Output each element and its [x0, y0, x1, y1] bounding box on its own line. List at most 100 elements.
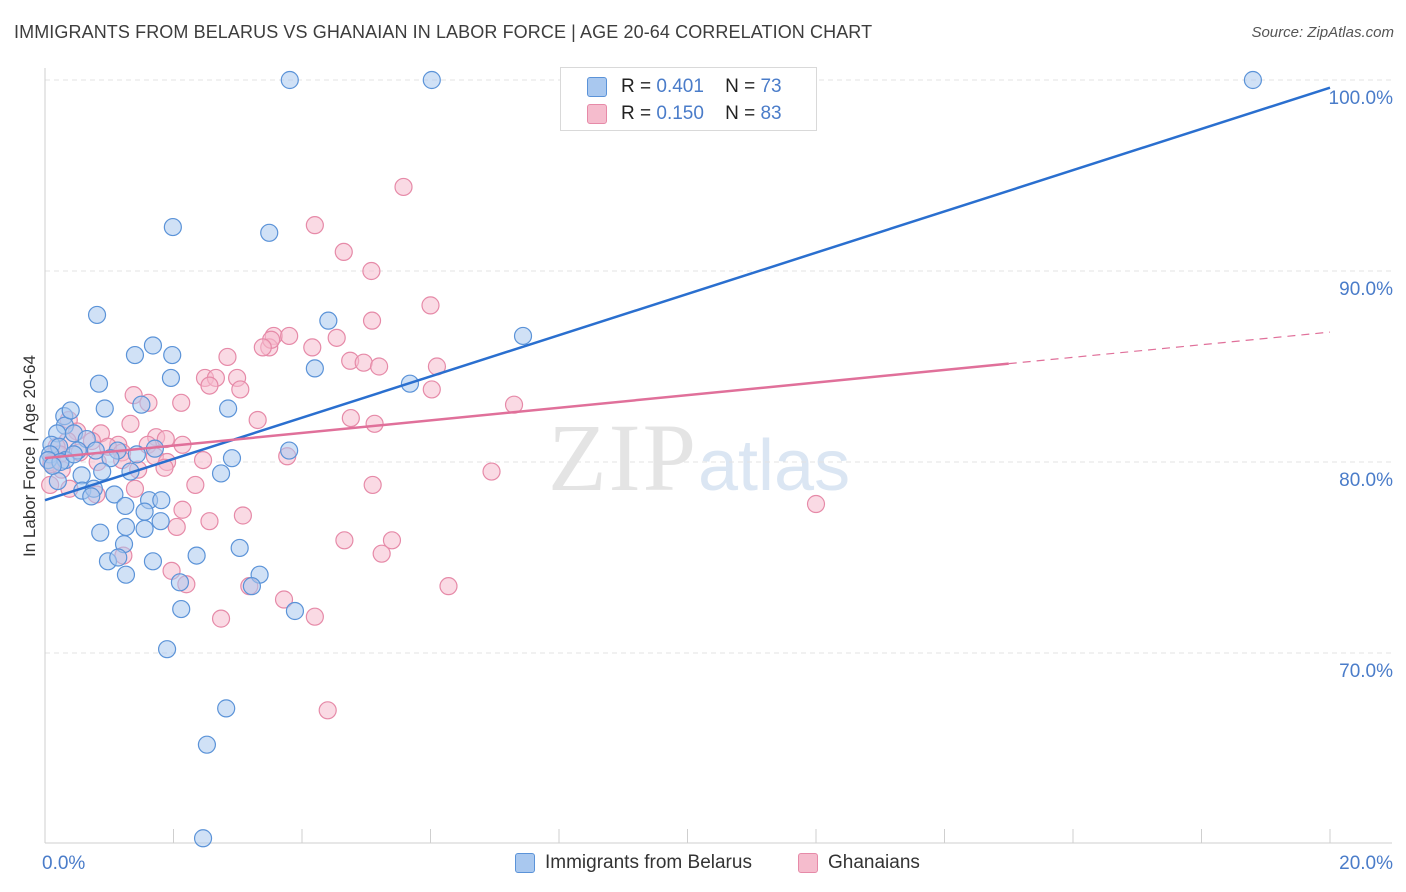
belarus-point [87, 305, 107, 325]
ghana-trend-line [44, 362, 1009, 460]
ghana-point [362, 261, 381, 281]
r-label: R = [621, 103, 652, 124]
ghana-point [193, 450, 213, 470]
legend-item-ghana[interactable]: Ghanaians [798, 852, 920, 874]
legend-item-belarus[interactable]: Immigrants from Belarus [515, 852, 752, 874]
ghana-point [200, 376, 219, 395]
ghana-point [372, 544, 391, 563]
belarus-point [125, 345, 145, 365]
y-tick-label: 90.0% [1339, 279, 1393, 300]
ghana-point [303, 338, 322, 357]
chart-title: IMMIGRANTS FROM BELARUS VS GHANAIAN IN L… [14, 22, 873, 42]
ghana-point [173, 500, 192, 519]
ghana-point [280, 326, 299, 346]
belarus-point [135, 502, 154, 521]
ghana-point [253, 338, 272, 357]
belarus-point [82, 487, 101, 506]
belarus-point [132, 395, 151, 414]
tick-labels: 100.0% 90.0% 80.0% 70.0% 0.0% 20.0% In L… [20, 88, 1393, 874]
belarus-point [101, 449, 120, 468]
legend-label-ghana: Ghanaians [828, 852, 920, 873]
belarus-point [217, 699, 236, 718]
stats-row-belarus: R = 0.401 N = 73 [587, 74, 782, 100]
belarus-point [116, 496, 135, 516]
belarus-point [280, 70, 299, 90]
belarus-point [197, 735, 217, 754]
belarus-point [105, 485, 124, 504]
belarus-points [39, 70, 1263, 848]
belarus-point [116, 517, 136, 537]
n-label: N = [725, 103, 756, 124]
ghana-point [186, 475, 205, 495]
ghana-point [421, 296, 440, 315]
r-value: 0.401 [656, 76, 704, 97]
ghana-point [365, 414, 384, 433]
belarus-point [211, 464, 231, 483]
ghana-point [806, 494, 826, 514]
ghana-point [125, 479, 145, 498]
belarus-trend-line [44, 86, 1331, 502]
legend-label-belarus: Immigrants from Belarus [545, 852, 752, 873]
belarus-point [89, 374, 109, 393]
belarus-point [109, 548, 128, 567]
x-tick-label: 0.0% [42, 853, 85, 874]
r-label: R = [621, 76, 652, 97]
belarus-point [95, 399, 114, 418]
belarus-point [143, 552, 163, 571]
ghana-point [233, 506, 252, 525]
ghana-point [362, 311, 382, 330]
x-tick-label: 20.0% [1339, 853, 1393, 874]
belarus-point [61, 401, 80, 420]
belarus-point [163, 345, 182, 365]
ghana-point [382, 531, 402, 550]
ghana-point [248, 410, 267, 430]
n-value: 83 [760, 103, 782, 124]
belarus-point [151, 512, 170, 531]
belarus-point [161, 368, 181, 388]
belarus-point [135, 519, 154, 538]
belarus-point [260, 223, 279, 242]
belarus-point [91, 523, 110, 542]
ghana-point [211, 609, 231, 628]
trend-lines [44, 86, 1331, 502]
ghana-swatch [587, 104, 607, 124]
belarus-point [305, 359, 324, 378]
y-tick-label: 70.0% [1339, 661, 1393, 682]
ghana-point [335, 531, 354, 550]
watermark-atlas: atlas [698, 426, 851, 506]
n-label: N = [725, 76, 756, 97]
ghana-point [231, 380, 250, 399]
belarus-point [219, 399, 238, 418]
belarus-point [285, 601, 305, 621]
belarus-point [157, 640, 177, 659]
ghana-point [334, 242, 353, 261]
ghana-point [218, 347, 237, 367]
ghana-point [305, 216, 324, 235]
belarus-point [143, 336, 163, 355]
y-tick-label: 80.0% [1339, 470, 1393, 491]
belarus-point [48, 472, 67, 491]
belarus-point [422, 70, 441, 90]
ghana-point [172, 393, 191, 412]
axes [44, 68, 1392, 844]
gridlines [45, 79, 1392, 654]
belarus-point [513, 326, 533, 346]
ghana-point [354, 353, 373, 372]
source-label: Source: ZipAtlas.com [1251, 24, 1394, 41]
ghana-swatch [798, 853, 818, 873]
belarus-point [72, 466, 91, 485]
y-tick-label: 100.0% [1329, 88, 1394, 109]
ghana-point [167, 517, 186, 537]
belarus-point [193, 829, 213, 848]
ghana-point [327, 328, 346, 347]
watermark: ZIPatlas [548, 402, 850, 513]
belarus-point [319, 311, 338, 330]
belarus-point [172, 599, 191, 619]
ghana-point [341, 408, 360, 428]
belarus-point [170, 573, 190, 592]
ghana-trend-extension [1008, 331, 1331, 365]
n-value: 73 [760, 76, 782, 97]
belarus-point [116, 565, 136, 584]
ghana-point [370, 357, 389, 376]
